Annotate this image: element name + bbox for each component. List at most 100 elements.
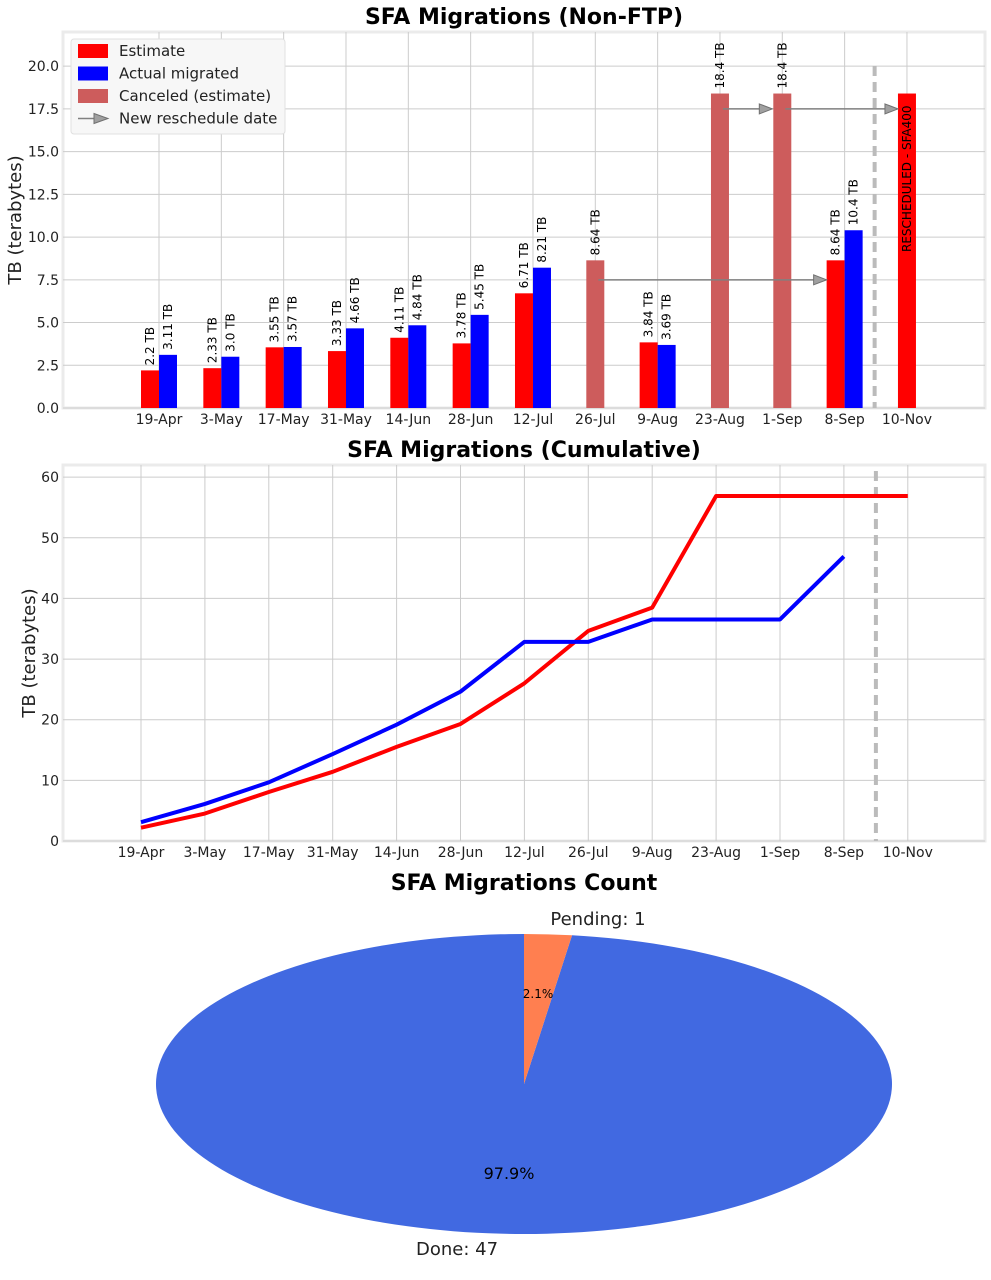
chart2-xtick: 10-Nov: [883, 845, 933, 861]
chart1-xtick: 10-Nov: [882, 412, 932, 428]
canceled-bar-label: 18.4 TB: [775, 42, 789, 88]
chart1-ylabel: TB (terabytes): [5, 155, 26, 285]
estimate-bar: [141, 370, 159, 408]
actual-bar: [159, 354, 177, 408]
chart1-xtick: 17-May: [258, 412, 310, 428]
actual-bar: [408, 325, 427, 408]
pie-label-pending: Pending: 1: [550, 909, 645, 930]
actual-bar-label: 3.69 TB: [660, 294, 674, 340]
legend-label: Canceled (estimate): [119, 87, 271, 105]
estimate-bar: [826, 260, 845, 408]
chart1-ytick: 10.0: [28, 230, 59, 246]
estimate-bar: [203, 368, 222, 408]
chart2-xtick: 8-Sep: [824, 845, 864, 861]
estimate-bar-label: 2.33 TB: [205, 317, 219, 363]
chart1-ytick: 7.5: [37, 273, 59, 289]
estimate-bar-label: 3.55 TB: [268, 296, 282, 342]
chart2-xtick: 14-Jun: [374, 845, 420, 861]
chart2-xtick: 28-Jun: [438, 845, 484, 861]
legend-swatch: [78, 89, 108, 103]
chart2-xtick: 9-Aug: [632, 845, 673, 861]
chart1-legend: Estimate Actual migrated Canceled (estimat…: [70, 38, 286, 135]
legend-label: New reschedule date: [119, 110, 277, 128]
estimate-bar-label: 8.64 TB: [829, 209, 843, 255]
legend-box: [70, 38, 286, 135]
chart1-xtick: 14-Jun: [386, 412, 432, 428]
actual-bar: [470, 314, 489, 408]
chart1-ytick: 20.0: [28, 59, 59, 75]
estimate-bar: [390, 337, 409, 408]
actual-bar-label: 4.84 TB: [410, 274, 424, 320]
chart2-ytick: 30: [41, 652, 59, 668]
chart-non-ftp: SFA Migrations (Non-FTP) TB (terabytes) …: [5, 5, 987, 428]
pie-pct-done: 97.9%: [484, 1164, 535, 1183]
chart2-xtick: 23-Aug: [691, 845, 741, 861]
estimate-bar-label: 2.2 TB: [143, 327, 157, 365]
legend-label: Estimate: [119, 42, 185, 60]
reschedule-arrow: [722, 103, 774, 115]
chart2-ytick: 20: [41, 713, 59, 729]
chart3-title: SFA Migrations Count: [391, 871, 658, 896]
actual-bar: [345, 328, 364, 408]
actual-bar-label: 8.21 TB: [535, 217, 549, 263]
chart-pie: SFA Migrations Count Pending: 1 2.1% 97.9%…: [156, 871, 893, 1260]
canceled-bar: [586, 260, 605, 408]
pie-label-done: Done: 47: [416, 1239, 498, 1260]
actual-bar-label: 5.45 TB: [473, 264, 487, 310]
chart1-xtick: 8-Sep: [824, 412, 864, 428]
chart1-ytick: 5.0: [37, 316, 59, 332]
chart1-xtick: 9-Aug: [637, 412, 678, 428]
chart2-xtick: 31-May: [307, 845, 359, 861]
legend-swatch: [78, 44, 108, 58]
canceled-bar: [710, 93, 729, 408]
chart2-ylabel: TB (terabytes): [19, 588, 40, 718]
pie-slice-pending: [524, 934, 573, 1084]
chart1-ytick: 15.0: [28, 145, 59, 161]
chart1-xtick: 26-Jul: [575, 412, 616, 428]
actual-bar: [844, 230, 863, 408]
chart1-xtick: 28-Jun: [448, 412, 494, 428]
chart1-ytick: 12.5: [28, 187, 59, 203]
estimate-bar: [265, 347, 284, 408]
chart2-xtick: 1-Sep: [760, 845, 800, 861]
chart-cumulative: SFA Migrations (Cumulative) TB (terabyte…: [19, 438, 987, 861]
legend-label: Actual migrated: [119, 65, 239, 83]
estimate-bar: [897, 93, 916, 408]
chart2-ytick: 40: [41, 591, 59, 607]
legend-swatch: [78, 66, 108, 81]
estimate-bar-label: 3.78 TB: [455, 292, 469, 338]
chart1-xtick: 19-Apr: [136, 412, 183, 428]
canceled-bar-label: 18.4 TB: [713, 42, 727, 88]
chart2-title: SFA Migrations (Cumulative): [347, 438, 701, 463]
chart2-xtick: 26-Jul: [568, 845, 609, 861]
actual-bar-label: 4.66 TB: [348, 277, 362, 323]
chart1-xtick: 12-Jul: [513, 412, 554, 428]
canceled-bar-label: 8.64 TB: [588, 209, 602, 255]
chart1-ytick: 0.0: [37, 401, 59, 417]
estimate-bar-label: 4.11 TB: [392, 287, 406, 333]
chart2-xtick: 19-Apr: [118, 845, 165, 861]
estimate-bar-label: 3.84 TB: [642, 291, 656, 337]
actual-bar: [221, 356, 240, 408]
chart2-ytick: 10: [41, 773, 59, 789]
chart2-xtick: 3-May: [183, 845, 226, 861]
actual-bar-label: 3.11 TB: [161, 304, 175, 350]
pie-pct-pending: 2.1%: [523, 987, 554, 1001]
chart2-xtick: 12-Jul: [504, 845, 545, 861]
pie-slice-done: [156, 934, 893, 1235]
estimate-cumulative-line: [140, 493, 908, 830]
estimate-bar-label: 6.71 TB: [517, 242, 531, 288]
chart1-ytick: 17.5: [28, 102, 59, 118]
actual-bar: [283, 346, 302, 408]
chart2-ytick: 50: [41, 531, 59, 547]
chart1-xtick: 3-May: [200, 412, 243, 428]
actual-bar-label: 3.57 TB: [286, 296, 300, 342]
actual-bar-label: 10.4 TB: [847, 179, 861, 225]
actual-bar-label: 3.0 TB: [223, 313, 237, 351]
actual-cumulative-line: [140, 554, 846, 825]
estimate-bar-label: 3.33 TB: [330, 300, 344, 346]
actual-bar: [532, 267, 551, 408]
chart1-xtick: 23-Aug: [695, 412, 745, 428]
legend-arrow-head: [93, 112, 110, 125]
